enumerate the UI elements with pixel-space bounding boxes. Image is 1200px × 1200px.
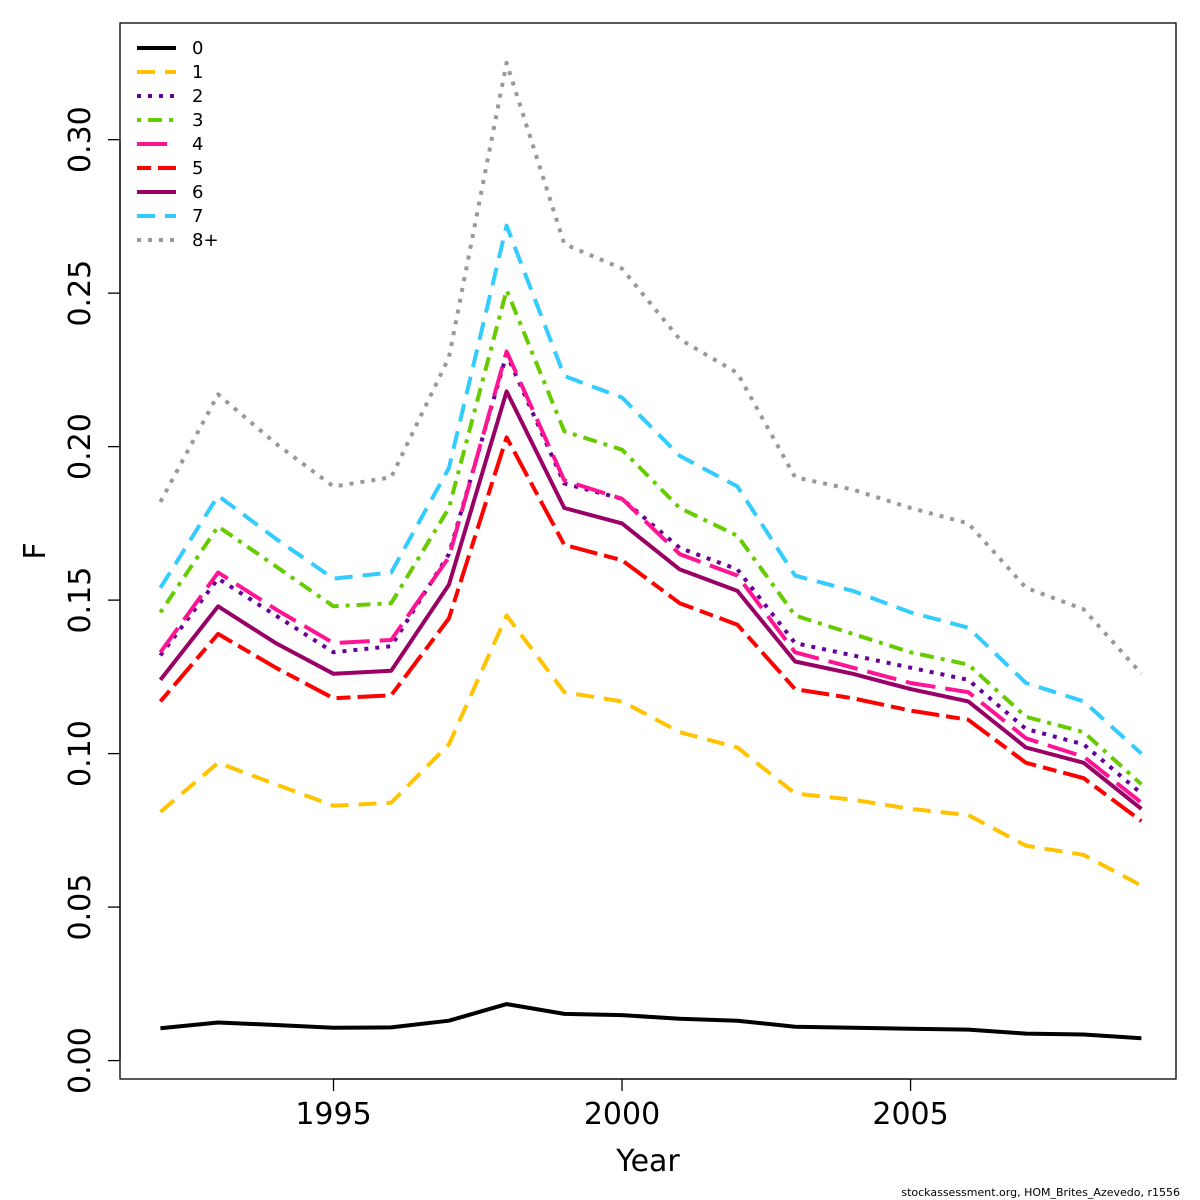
y-tick-label: 0.00 bbox=[63, 1027, 98, 1094]
y-tick-label: 0.15 bbox=[63, 567, 98, 634]
y-axis: 0.00 0.05 0.10 0.15 0.20 0.25 0.30 bbox=[63, 106, 121, 1094]
series-line-5 bbox=[158, 435, 1143, 823]
x-axis-title: Year bbox=[615, 1144, 680, 1179]
legend: 0 1 2 3 4 5 6 7 8+ bbox=[137, 38, 219, 251]
y-axis-title: F bbox=[18, 542, 53, 559]
y-tick-label: 0.10 bbox=[63, 720, 98, 787]
series-lines bbox=[158, 60, 1143, 1041]
legend-label: 1 bbox=[192, 62, 203, 83]
series-line-7 bbox=[158, 223, 1143, 756]
series-line-8plus bbox=[158, 60, 1143, 676]
legend-label: 6 bbox=[192, 182, 203, 203]
series-line-0 bbox=[160, 1002, 1142, 1041]
series-line-1 bbox=[159, 613, 1143, 888]
y-tick-label: 0.05 bbox=[63, 874, 98, 941]
x-tick-label: 2005 bbox=[872, 1097, 948, 1132]
y-tick-label: 0.25 bbox=[63, 260, 98, 327]
legend-label: 7 bbox=[192, 206, 203, 227]
x-tick-label: 2000 bbox=[584, 1097, 660, 1132]
legend-label: 5 bbox=[192, 158, 203, 179]
legend-label: 2 bbox=[192, 86, 203, 107]
y-tick-label: 0.30 bbox=[63, 106, 98, 173]
x-tick-label: 1995 bbox=[295, 1097, 371, 1132]
series-line-2 bbox=[158, 352, 1143, 796]
legend-label: 0 bbox=[192, 38, 203, 59]
series-line-4 bbox=[158, 349, 1143, 805]
y-tick-label: 0.20 bbox=[63, 413, 98, 480]
x-axis: 1995 2000 2005 bbox=[295, 1078, 949, 1132]
legend-label: 3 bbox=[192, 110, 203, 131]
legend-label: 8+ bbox=[192, 230, 219, 251]
footer-credit: stockassessment.org, HOM_Brites_Azevedo,… bbox=[901, 1186, 1180, 1199]
legend-label: 4 bbox=[192, 134, 203, 155]
series-line-6 bbox=[158, 389, 1143, 811]
